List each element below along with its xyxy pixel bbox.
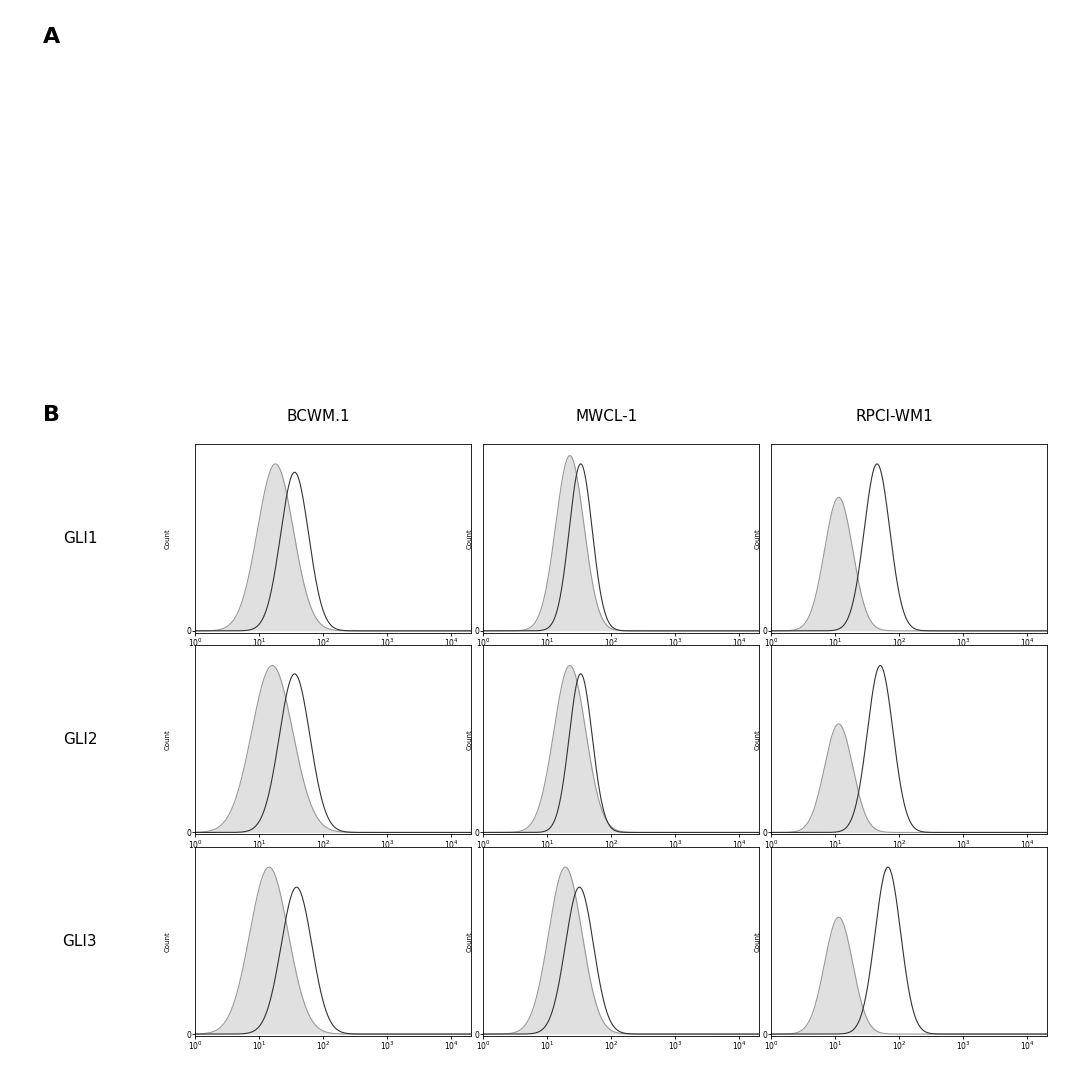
Text: A: A (43, 27, 60, 48)
Y-axis label: Count: Count (467, 931, 473, 951)
Text: GLI2: GLI2 (63, 732, 97, 747)
Text: Count: Count (165, 528, 171, 549)
Text: B: B (43, 405, 60, 426)
Text: Count: Count (165, 729, 171, 751)
Y-axis label: Count: Count (467, 729, 473, 751)
Text: BCWM.1: BCWM.1 (287, 409, 350, 424)
Y-axis label: Count: Count (755, 528, 761, 549)
Text: Count: Count (165, 931, 171, 951)
Text: GLI3: GLI3 (63, 934, 97, 949)
Y-axis label: Count: Count (467, 528, 473, 549)
Y-axis label: Count: Count (755, 729, 761, 751)
Y-axis label: Count: Count (755, 931, 761, 951)
Text: RPCI-WM1: RPCI-WM1 (855, 409, 933, 424)
Text: GLI1: GLI1 (63, 530, 97, 545)
Text: MWCL-1: MWCL-1 (576, 409, 637, 424)
